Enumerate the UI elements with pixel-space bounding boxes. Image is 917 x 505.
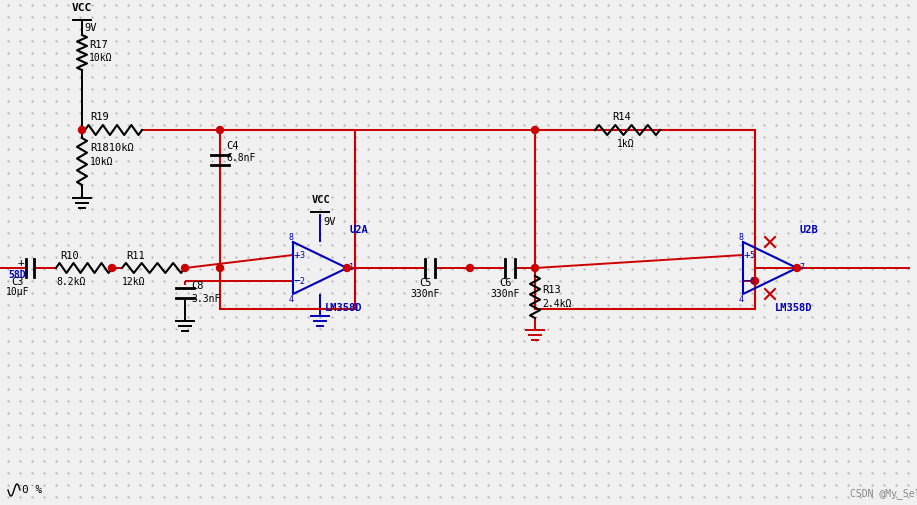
Text: C8: C8 xyxy=(191,281,204,291)
Circle shape xyxy=(108,265,116,272)
Text: VCC: VCC xyxy=(312,195,331,205)
Text: 6.8nF: 6.8nF xyxy=(226,153,255,163)
Text: 8: 8 xyxy=(738,232,744,241)
Text: 4: 4 xyxy=(289,294,293,304)
Text: 1kΩ: 1kΩ xyxy=(617,139,635,149)
Circle shape xyxy=(216,265,224,272)
Text: 10kΩ: 10kΩ xyxy=(89,53,113,63)
Circle shape xyxy=(182,265,189,272)
Text: 330nF: 330nF xyxy=(491,289,520,299)
Circle shape xyxy=(532,265,538,272)
Text: U2B: U2B xyxy=(799,225,818,235)
Text: U2A: U2A xyxy=(349,225,368,235)
Text: 3.3nF: 3.3nF xyxy=(191,294,220,304)
Circle shape xyxy=(344,265,350,272)
Bar xyxy=(535,130,755,309)
Text: +: + xyxy=(744,250,751,260)
Text: 9V: 9V xyxy=(323,217,336,227)
Text: 0 %: 0 % xyxy=(22,485,42,495)
Circle shape xyxy=(216,126,224,133)
Text: 8.2kΩ: 8.2kΩ xyxy=(56,277,85,287)
Text: R1810kΩ: R1810kΩ xyxy=(90,143,134,153)
Circle shape xyxy=(79,126,85,133)
Text: 8: 8 xyxy=(289,232,293,241)
Circle shape xyxy=(752,278,758,284)
Text: R13: R13 xyxy=(542,285,561,295)
Text: VCC: VCC xyxy=(72,3,93,13)
Bar xyxy=(220,130,355,309)
Text: 1: 1 xyxy=(349,264,354,273)
Text: −: − xyxy=(294,276,301,286)
Text: 12kΩ: 12kΩ xyxy=(122,277,146,287)
Text: 10μF: 10μF xyxy=(6,287,29,297)
Text: −: − xyxy=(744,276,751,286)
Text: LM358D: LM358D xyxy=(775,303,812,313)
Text: LM358D: LM358D xyxy=(325,303,362,313)
Text: 6: 6 xyxy=(749,277,754,285)
Text: 4: 4 xyxy=(738,294,744,304)
Text: 2.4kΩ: 2.4kΩ xyxy=(542,299,571,309)
Text: R19: R19 xyxy=(90,112,109,122)
Text: 2: 2 xyxy=(299,277,304,285)
Text: 9V: 9V xyxy=(84,23,96,33)
Text: +: + xyxy=(294,250,301,260)
Circle shape xyxy=(793,265,801,272)
Text: C5: C5 xyxy=(419,278,431,288)
Text: R17: R17 xyxy=(89,40,108,50)
Circle shape xyxy=(532,126,538,133)
Text: C3: C3 xyxy=(12,277,24,287)
Text: C4: C4 xyxy=(226,141,238,151)
Text: +: + xyxy=(17,258,25,268)
Text: R10: R10 xyxy=(60,251,79,261)
Text: C6: C6 xyxy=(499,278,512,288)
Text: 58D: 58D xyxy=(8,270,26,280)
Text: 7: 7 xyxy=(799,264,804,273)
Text: CSDN @My_Self2: CSDN @My_Self2 xyxy=(850,488,917,499)
Text: R14: R14 xyxy=(612,112,631,122)
Text: 10kΩ: 10kΩ xyxy=(90,157,114,167)
Circle shape xyxy=(467,265,473,272)
Text: 3: 3 xyxy=(299,250,304,260)
Text: R11: R11 xyxy=(126,251,145,261)
Text: 330nF: 330nF xyxy=(410,289,439,299)
Text: 5: 5 xyxy=(749,250,754,260)
